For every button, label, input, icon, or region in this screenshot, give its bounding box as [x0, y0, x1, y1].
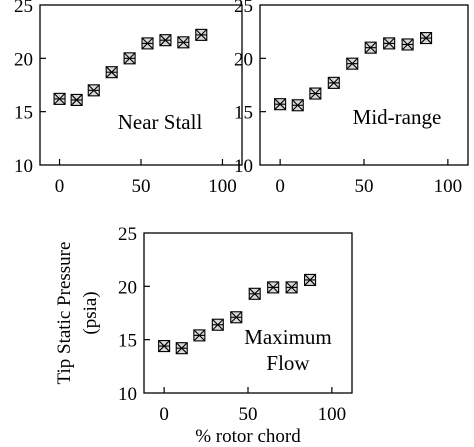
y-tick-label: 15 [234, 103, 253, 124]
data-point [230, 311, 243, 324]
panel-mid-range: 10 15 20 25 0 50 100 Mid-range [234, 0, 469, 197]
y-tick-label: 10 [118, 384, 137, 405]
y-tick-label: 25 [234, 0, 253, 17]
data-point [141, 37, 154, 50]
y-tick-label: 10 [234, 156, 253, 177]
data-point [211, 318, 224, 331]
x-tick-label: 100 [434, 176, 463, 197]
point-group [53, 28, 208, 106]
tick-group: 10 15 20 25 0 50 100 [118, 224, 346, 425]
data-point [327, 76, 340, 89]
data-point [123, 52, 136, 65]
y-axis-label-line1: Tip Static Pressure [54, 242, 75, 385]
data-point [346, 57, 359, 70]
plot-frame [143, 232, 353, 394]
data-point [53, 92, 66, 105]
panel-annotation: Near Stall [118, 110, 203, 134]
data-point [195, 28, 208, 41]
data-point [105, 66, 118, 79]
data-point [248, 287, 261, 300]
y-tick-label: 15 [118, 331, 137, 352]
plot-frame [259, 4, 469, 166]
data-point [304, 273, 317, 286]
data-point [177, 36, 190, 49]
data-point [267, 281, 280, 294]
y-tick-label: 15 [14, 103, 33, 124]
panel-annotation-line1: Maximum [244, 325, 332, 349]
data-point [285, 281, 298, 294]
x-tick-label: 100 [208, 176, 237, 197]
x-tick-label: 50 [132, 176, 151, 197]
data-point [175, 342, 188, 355]
y-tick-label: 20 [118, 277, 137, 298]
y-axis-label-line2: (psia) [80, 291, 101, 334]
x-tick-label: 0 [159, 404, 169, 425]
y-tick-label: 10 [14, 156, 33, 177]
data-point [193, 329, 206, 342]
data-point [70, 93, 83, 106]
y-tick-label: 20 [14, 49, 33, 70]
x-tick-label: 0 [275, 176, 285, 197]
x-tick-label: 50 [355, 176, 374, 197]
y-tick-label: 25 [14, 0, 33, 17]
data-point [291, 99, 304, 112]
data-point [420, 32, 433, 45]
tick-group: 10 15 20 25 0 50 100 [14, 0, 237, 197]
data-point [158, 340, 171, 353]
data-point [87, 84, 100, 97]
point-group [274, 32, 433, 112]
x-tick-label: 100 [318, 404, 347, 425]
x-tick-label: 50 [239, 404, 258, 425]
data-point [364, 41, 377, 54]
data-point [309, 87, 322, 100]
data-point [401, 38, 414, 51]
panel-annotation: Mid-range [353, 105, 442, 129]
panel-maximum-flow: 10 15 20 25 0 50 100 Maximum Flow Tip Static P… [54, 224, 353, 447]
plot-frame [39, 4, 243, 166]
panel-near-stall: 10 15 20 25 0 50 100 Near Stall [14, 0, 243, 197]
panel-annotation-line2: Flow [266, 351, 310, 375]
y-tick-label: 25 [118, 224, 137, 245]
tick-group: 10 15 20 25 0 50 100 [234, 0, 462, 197]
data-point [159, 34, 172, 47]
x-axis-label: % rotor chord [195, 426, 301, 447]
data-point [274, 98, 287, 111]
x-tick-label: 0 [55, 176, 65, 197]
y-tick-label: 20 [234, 49, 253, 70]
point-group [158, 273, 317, 355]
data-point [383, 37, 396, 50]
